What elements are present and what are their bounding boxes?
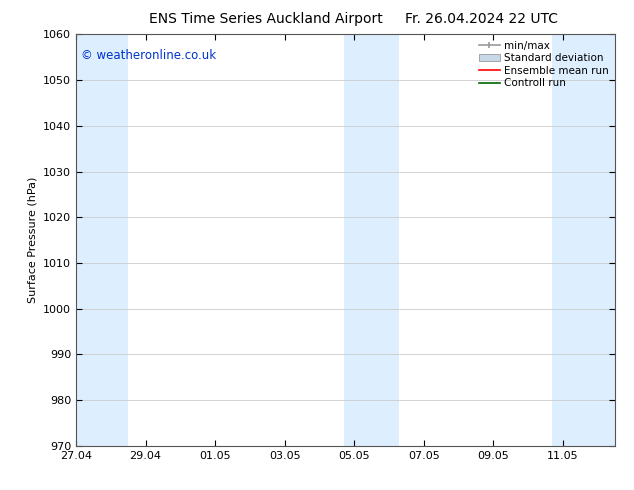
Text: Fr. 26.04.2024 22 UTC: Fr. 26.04.2024 22 UTC bbox=[405, 12, 559, 26]
Y-axis label: Surface Pressure (hPa): Surface Pressure (hPa) bbox=[27, 177, 37, 303]
Bar bbox=[344, 34, 399, 446]
Bar bbox=[552, 34, 618, 446]
Legend: min/max, Standard deviation, Ensemble mean run, Controll run: min/max, Standard deviation, Ensemble me… bbox=[476, 37, 612, 92]
Text: © weatheronline.co.uk: © weatheronline.co.uk bbox=[81, 49, 217, 62]
Bar bbox=[73, 34, 128, 446]
Text: ENS Time Series Auckland Airport: ENS Time Series Auckland Airport bbox=[150, 12, 383, 26]
